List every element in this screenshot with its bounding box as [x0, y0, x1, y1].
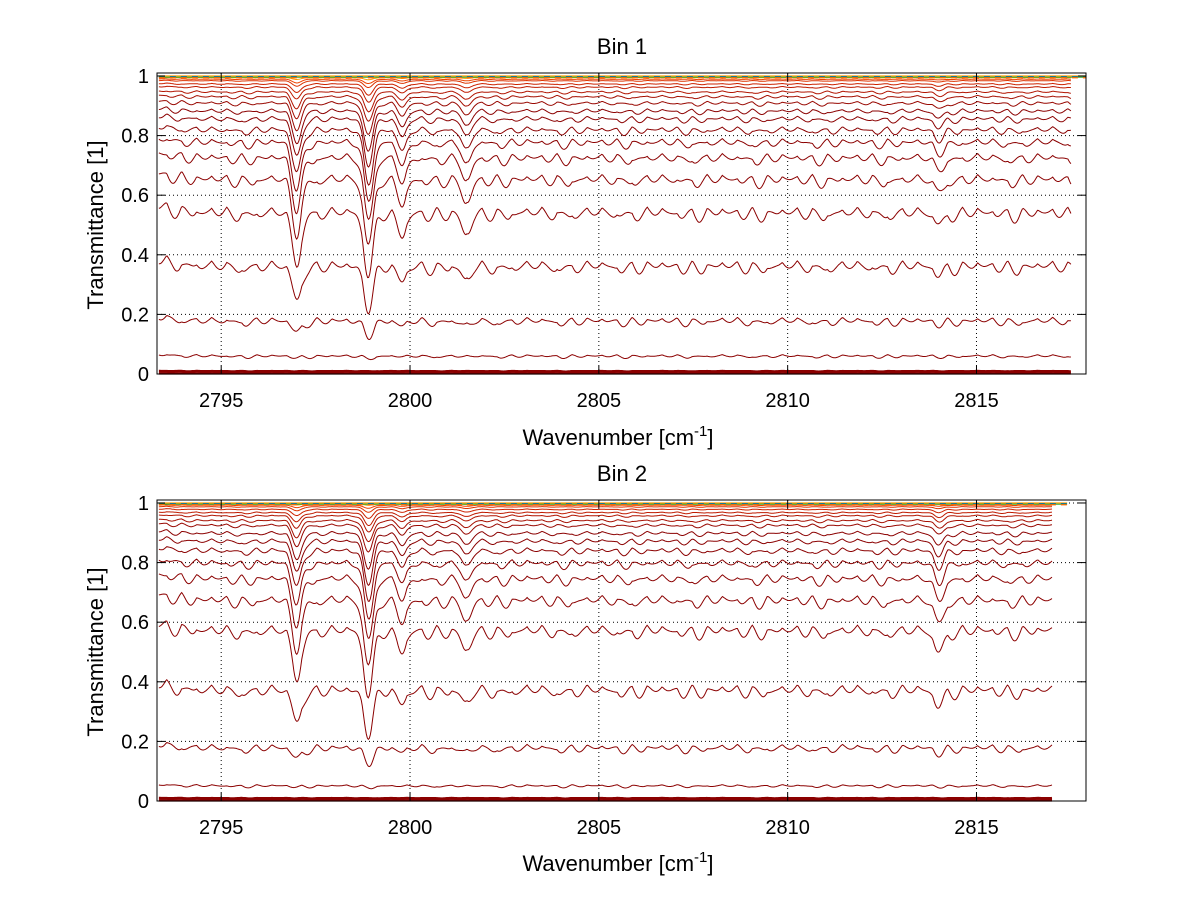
y-tick-label: 1 [138, 66, 149, 88]
y-axis-label: Transmittance [1] [83, 140, 108, 309]
x-tick-label: 2815 [954, 817, 999, 839]
y-tick-label: 0 [138, 791, 149, 813]
x-tick-label: 2805 [577, 817, 622, 839]
series-line [159, 798, 1052, 799]
series-line [159, 371, 1071, 372]
x-axis-label: Wavenumber [cm-1] [522, 423, 713, 450]
x-tick-label: 2805 [577, 390, 622, 412]
y-tick-label: 0.2 [121, 304, 149, 326]
x-tick-label: 2795 [199, 817, 244, 839]
figure: Bin 1 2795 2800 2805 2810 2815 0 0.2 0.4 0.6 0.8… [0, 0, 1200, 901]
y-tick-label: 0.6 [121, 612, 149, 634]
y-tick-label: 1 [138, 493, 149, 515]
x-tick-label: 2800 [388, 390, 433, 412]
x-tick-label: 2810 [765, 817, 810, 839]
x-tick-label: 2795 [199, 390, 244, 412]
y-axis-label: Transmittance [1] [83, 567, 108, 736]
y-tick-label: 0.4 [121, 245, 149, 267]
y-tick-label: 0.2 [121, 731, 149, 753]
y-tick-label: 0.4 [121, 672, 149, 694]
y-tick-label: 0.6 [121, 185, 149, 207]
figure-background [0, 0, 1200, 901]
y-tick-label: 0.8 [121, 553, 149, 575]
x-tick-label: 2800 [388, 817, 433, 839]
x-tick-label: 2810 [765, 390, 810, 412]
y-tick-label: 0.8 [121, 126, 149, 148]
chart-title: Bin 1 [597, 34, 647, 59]
x-tick-label: 2815 [954, 390, 999, 412]
chart-title: Bin 2 [597, 461, 647, 486]
y-tick-label: 0 [138, 364, 149, 386]
x-axis-label: Wavenumber [cm-1] [522, 849, 713, 876]
